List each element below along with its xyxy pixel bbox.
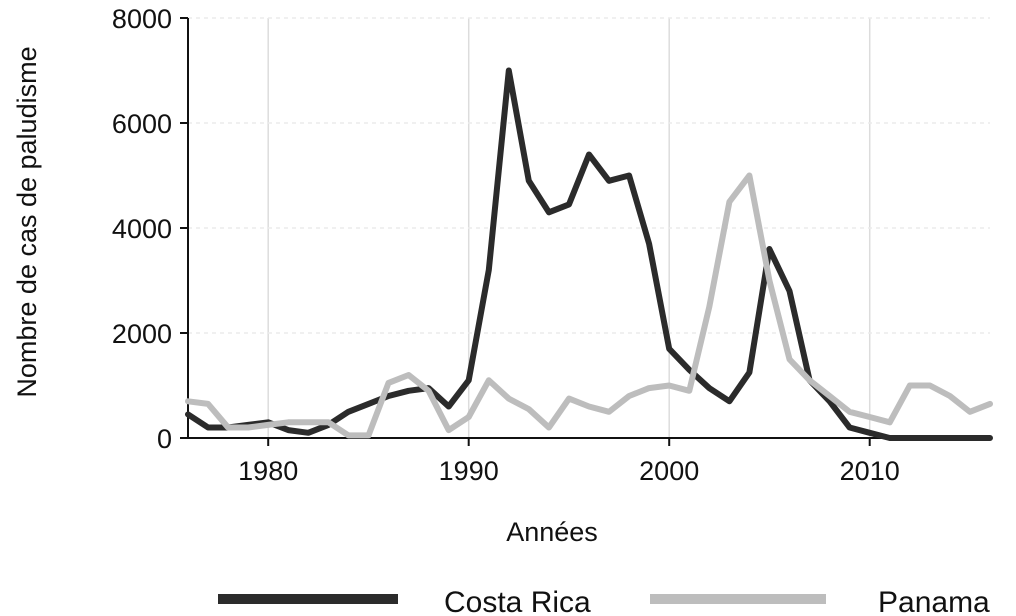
y-tick-label: 0 xyxy=(157,424,172,454)
x-tick-label: 2010 xyxy=(840,456,900,486)
x-tick-labels: 1980 1990 2000 2010 xyxy=(238,438,900,486)
x-tick-label: 2000 xyxy=(639,456,699,486)
y-tick-labels: 0 2000 4000 6000 8000 xyxy=(112,4,188,454)
legend: Costa Rica Panama xyxy=(218,586,990,616)
grid-lines xyxy=(188,18,990,438)
y-tick-label: 4000 xyxy=(112,214,172,244)
x-tick-label: 1980 xyxy=(238,456,298,486)
x-tick-label: 1990 xyxy=(439,456,499,486)
y-axis-title: Nombre de cas de paludisme xyxy=(12,46,42,397)
legend-label-panama: Panama xyxy=(878,586,990,616)
y-tick-label: 6000 xyxy=(112,109,172,139)
legend-label-costa-rica: Costa Rica xyxy=(444,586,591,616)
y-tick-label: 8000 xyxy=(112,4,172,34)
x-axis-title: Années xyxy=(506,517,598,547)
y-tick-label: 2000 xyxy=(112,319,172,349)
